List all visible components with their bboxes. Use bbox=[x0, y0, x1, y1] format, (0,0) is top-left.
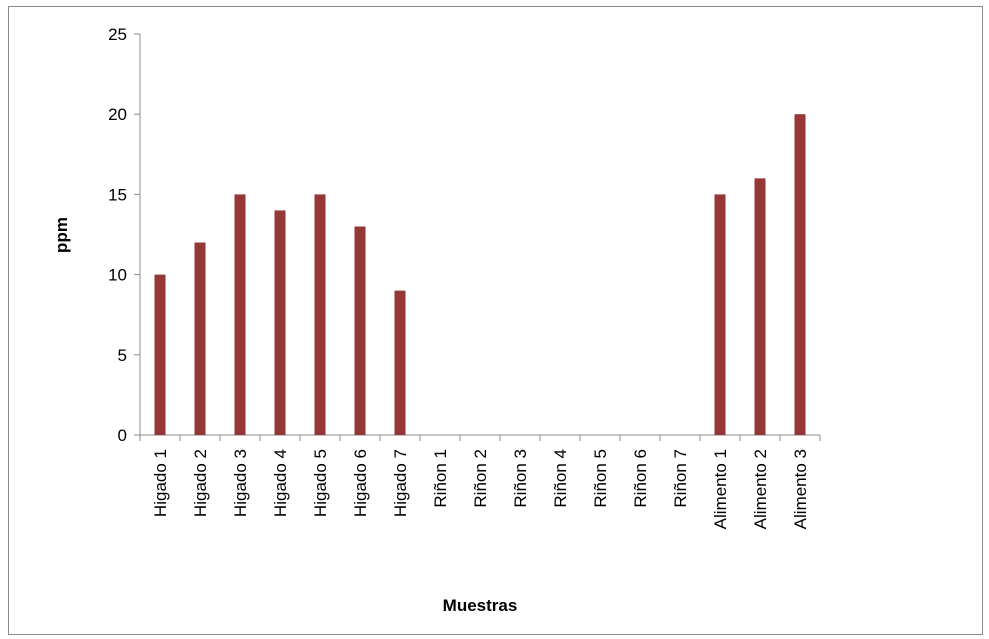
y-tick-label: 20 bbox=[108, 105, 127, 124]
bar bbox=[315, 194, 326, 435]
bar bbox=[235, 194, 246, 435]
x-tick-label: Higado 5 bbox=[311, 449, 330, 517]
x-tick-label: Riñon 7 bbox=[671, 449, 690, 508]
bar bbox=[275, 210, 286, 435]
bar bbox=[195, 243, 206, 435]
x-tick-label: Higado 7 bbox=[391, 449, 410, 517]
x-tick-label: Riñon 4 bbox=[551, 449, 570, 508]
x-tick-label: Higado 3 bbox=[231, 449, 250, 517]
x-tick-label: Higado 2 bbox=[191, 449, 210, 517]
bars bbox=[155, 114, 806, 435]
x-tick-label: Alimento 1 bbox=[711, 449, 730, 529]
y-axis-title: ppm bbox=[52, 217, 71, 253]
x-axis: Higado 1 Higado 2 Higado 3 Higado 4 Higado 5… bbox=[140, 435, 820, 529]
bar bbox=[715, 194, 726, 435]
y-tick-label: 15 bbox=[108, 185, 127, 204]
x-tick-label: Riñon 6 bbox=[631, 449, 650, 508]
y-tick-label: 25 bbox=[108, 25, 127, 44]
x-tick-label: Riñon 1 bbox=[431, 449, 450, 508]
x-tick-label: Higado 1 bbox=[151, 449, 170, 517]
x-tick-label: Riñon 5 bbox=[591, 449, 610, 508]
x-tick-label: Riñon 3 bbox=[511, 449, 530, 508]
x-tick-label: Higado 6 bbox=[351, 449, 370, 517]
bar bbox=[755, 178, 766, 435]
x-tick-label: Riñon 2 bbox=[471, 449, 490, 508]
x-tick-label: Alimento 3 bbox=[791, 449, 810, 529]
bar bbox=[355, 226, 366, 435]
y-tick-label: 0 bbox=[118, 426, 127, 445]
bar bbox=[795, 114, 806, 435]
y-tick-label: 10 bbox=[108, 266, 127, 285]
x-tick-label: Higado 4 bbox=[271, 449, 290, 517]
bar bbox=[395, 291, 406, 435]
y-axis: 0 5 10 15 20 25 bbox=[108, 25, 140, 445]
y-tick-label: 5 bbox=[118, 346, 127, 365]
x-tick-label: Alimento 2 bbox=[751, 449, 770, 529]
bar bbox=[155, 275, 166, 435]
x-axis-title: Muestras bbox=[443, 596, 518, 615]
